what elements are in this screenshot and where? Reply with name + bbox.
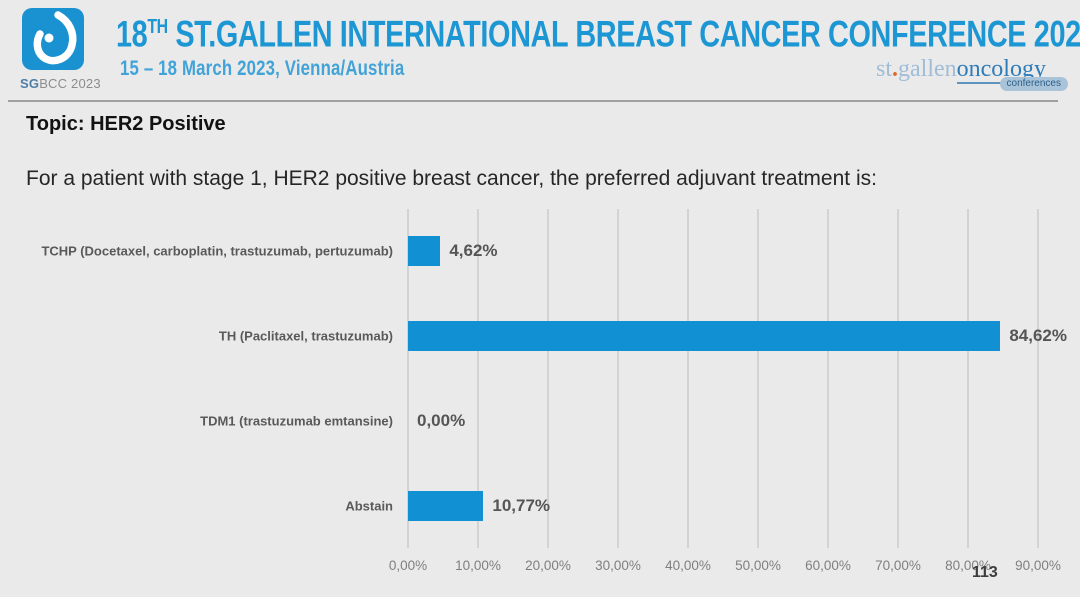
x-tick-label: 60,00% <box>805 558 851 573</box>
gridline <box>966 209 969 548</box>
x-tick-label: 80,00% <box>945 558 991 573</box>
bar <box>408 236 441 267</box>
brand-orange-dot: . <box>892 56 899 82</box>
category-label: TDM1 (trastuzumab emtansine) <box>200 413 393 429</box>
bar-value-label: 4,62% <box>449 241 498 261</box>
title-ordinal: TH <box>147 16 168 38</box>
logo-caption: SGBCC 2023 <box>20 76 110 91</box>
conference-title: 18TH ST.GALLEN INTERNATIONAL BREAST CANC… <box>116 4 1080 57</box>
breast-ribbon-icon <box>33 11 77 65</box>
logo-caption-bold: SG <box>20 76 40 91</box>
bar <box>408 321 1001 352</box>
gridline <box>686 209 689 548</box>
x-tick-label: 20,00% <box>525 558 571 573</box>
chart-x-axis: 0,00% 10,00% 20,00% 30,00% 40,00% 50,00% 60,00… <box>389 558 1061 578</box>
x-tick-label: 50,00% <box>735 558 781 573</box>
stgallen-oncology-logo: st.gallenoncology conferences <box>876 56 1068 92</box>
category-label: TCHP (Docetaxel, carboplatin, trastuzuma… <box>41 243 393 259</box>
gridline <box>476 209 479 548</box>
gridline <box>407 209 409 548</box>
gridline <box>1037 209 1039 548</box>
title-number: 18 <box>116 13 148 55</box>
category-label: Abstain <box>345 498 393 514</box>
gridline <box>826 209 829 548</box>
category-label: TH (Paclitaxel, trastuzumab) <box>218 328 393 344</box>
logo-caption-rest: BCC 2023 <box>39 76 101 91</box>
gridline <box>897 209 899 548</box>
bar-value-label: 10,77% <box>492 495 551 515</box>
gridline <box>616 209 619 548</box>
title-text: ST.GALLEN INTERNATIONAL BREAST CANCER CO… <box>167 13 1080 55</box>
x-tick-label: 90,00% <box>1015 558 1061 573</box>
bar <box>408 490 484 521</box>
conference-subtitle: 15 – 18 March 2023, Vienna/Austria <box>120 57 405 80</box>
gridline <box>757 209 759 548</box>
brand-stgallen: st.gallen <box>876 56 957 82</box>
x-tick-label: 0,00% <box>388 558 428 573</box>
bar-value-label: 84,62% <box>1009 326 1067 346</box>
bar-value-label: 0,00% <box>417 410 466 430</box>
sgbcc-logo-icon <box>22 8 84 70</box>
x-tick-label: 40,00% <box>665 558 711 573</box>
brand-conferences-badge: conferences <box>999 77 1068 91</box>
poll-question: For a patient with stage 1, HER2 positiv… <box>26 167 877 190</box>
slide-page-number: 113 <box>972 564 998 581</box>
x-tick-label: 10,00% <box>455 558 501 573</box>
chart-category-labels: TCHP (Docetaxel, carboplatin, trastuzuma… <box>0 209 393 548</box>
chart-plot-area: 4,62% 84,62% 0,00% 10,77% <box>407 209 1067 548</box>
gridline <box>546 209 549 548</box>
header-divider <box>8 100 1058 102</box>
topic-heading: Topic: HER2 Positive <box>26 113 226 135</box>
x-tick-label: 70,00% <box>875 558 921 573</box>
x-tick-label: 30,00% <box>595 558 641 573</box>
